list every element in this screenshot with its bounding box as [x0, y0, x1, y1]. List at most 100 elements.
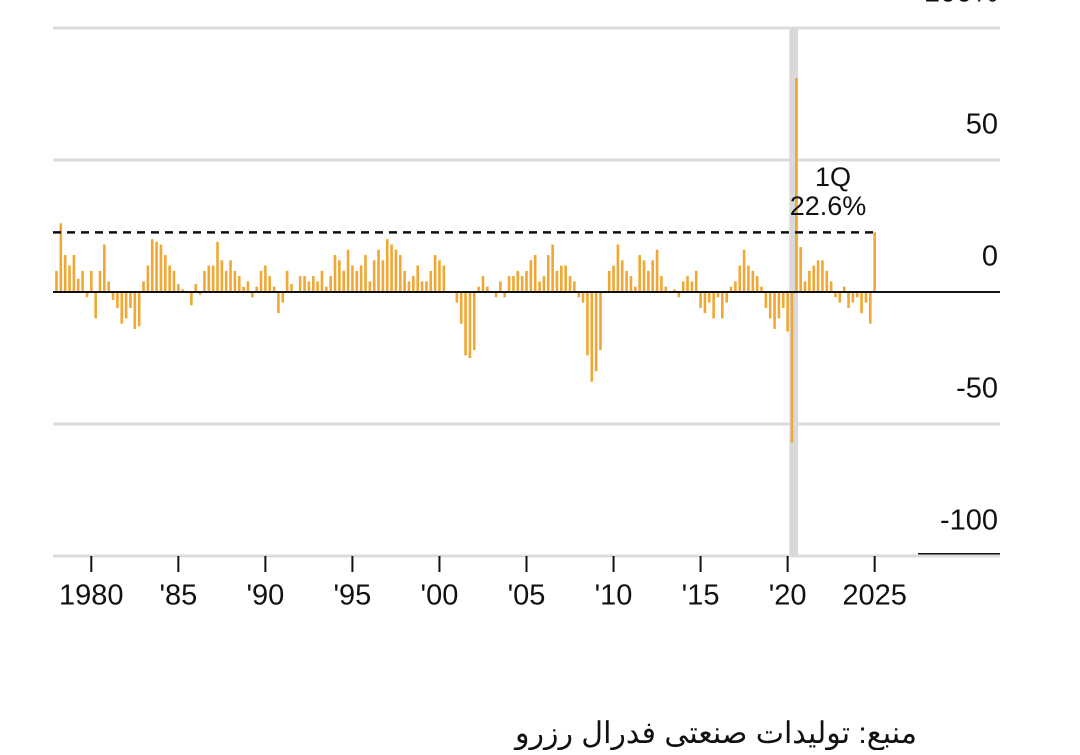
- bar: [251, 292, 254, 298]
- bar: [599, 292, 602, 351]
- y-tick-label: 50: [966, 109, 998, 141]
- bar: [198, 292, 202, 295]
- bar: [551, 244, 554, 292]
- bar: [616, 244, 620, 292]
- bar: [472, 292, 476, 351]
- bar: [120, 292, 124, 324]
- source: منبع: تولیدات صنعتی فدرال رزرو: [513, 717, 917, 750]
- bar: [94, 292, 97, 319]
- bar: [333, 255, 337, 292]
- bar: [211, 265, 215, 292]
- bar: [812, 265, 816, 292]
- bar: [207, 265, 211, 292]
- x-tick-label: 1980: [59, 580, 124, 612]
- bar: [855, 292, 859, 298]
- x-tick-label: '95: [334, 580, 372, 612]
- bar: [416, 265, 419, 292]
- bar: [129, 292, 132, 308]
- bar: [464, 292, 467, 356]
- bar: [642, 260, 646, 292]
- bar: [564, 265, 567, 292]
- bar: [512, 276, 515, 292]
- bar: [612, 265, 615, 292]
- bar: [368, 281, 372, 292]
- bar: [768, 292, 772, 319]
- y-tick-label: -50: [956, 373, 998, 405]
- bar: [577, 292, 581, 298]
- bar: [594, 292, 598, 372]
- bar: [694, 270, 698, 292]
- bar: [747, 265, 750, 292]
- bar: [494, 292, 498, 298]
- bar: [429, 270, 433, 292]
- bar: [364, 255, 367, 292]
- bar: [372, 260, 376, 292]
- bar: [781, 292, 785, 308]
- bar: [681, 281, 685, 292]
- bar: [59, 223, 63, 292]
- bar: [381, 260, 385, 292]
- bar: [721, 292, 724, 319]
- bar: [468, 292, 472, 358]
- bar: [764, 292, 768, 308]
- bar: [268, 276, 272, 292]
- x-tick-label: 2025: [842, 580, 907, 612]
- bar: [477, 286, 480, 292]
- bar: [503, 292, 507, 298]
- bar: [307, 281, 311, 292]
- bar: [403, 270, 406, 292]
- bar: [821, 260, 824, 292]
- bar: [407, 281, 411, 292]
- bar: [590, 292, 594, 382]
- bar: [546, 255, 550, 292]
- bar: [459, 292, 463, 324]
- bar: [220, 260, 224, 292]
- y-tick-label: 100%: [924, 0, 998, 9]
- bar: [625, 270, 628, 292]
- bar: [168, 265, 171, 292]
- bar: [795, 78, 798, 292]
- bar: [277, 292, 280, 314]
- bar: [194, 284, 198, 292]
- bar: [690, 281, 694, 292]
- bar: [320, 270, 324, 292]
- bar: [203, 270, 206, 292]
- bar: [660, 276, 663, 292]
- bar: [829, 281, 833, 292]
- x-tick-label: '85: [159, 580, 197, 612]
- bar: [107, 281, 111, 292]
- bar: [773, 292, 776, 329]
- bar: [560, 265, 563, 292]
- bar: [81, 270, 84, 292]
- bar: [103, 244, 106, 292]
- bar: [516, 270, 520, 292]
- bar: [808, 270, 811, 292]
- bar: [412, 276, 415, 292]
- bar: [85, 292, 89, 298]
- bar: [359, 265, 363, 292]
- x-tick-label: '00: [421, 580, 459, 612]
- bar: [259, 270, 263, 292]
- bar: [172, 270, 176, 292]
- bar: [860, 292, 863, 314]
- bar: [790, 292, 794, 443]
- bar: [142, 281, 145, 292]
- bar: [520, 276, 524, 292]
- bar: [555, 270, 559, 292]
- bar: [398, 255, 402, 292]
- bar: [742, 249, 746, 292]
- bar: [155, 241, 158, 292]
- bar: [351, 265, 354, 292]
- bar: [673, 289, 676, 292]
- bar: [869, 292, 872, 324]
- bar: [573, 281, 576, 292]
- bar: [237, 276, 241, 292]
- bar: [338, 260, 341, 292]
- bar: [707, 292, 711, 303]
- bar: [581, 292, 585, 303]
- bar: [634, 286, 637, 292]
- bar: [216, 241, 219, 292]
- bar: [325, 286, 328, 292]
- x-tick-label: '20: [769, 580, 807, 612]
- x-tick-label: '10: [595, 580, 633, 612]
